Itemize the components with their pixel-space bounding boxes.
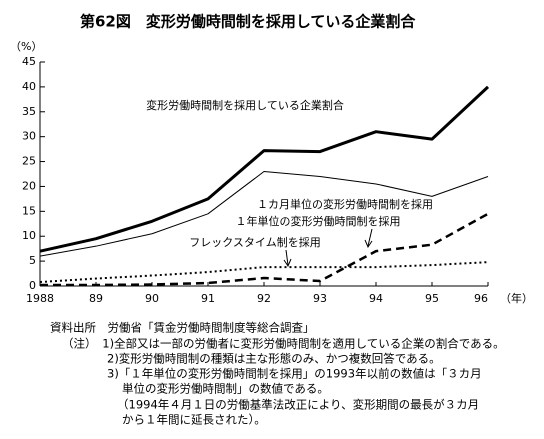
note: 単位の変形労働時間制」の数値である。 [122, 382, 329, 396]
note: 3)「１年単位の変形労働時間制を採用」の1993年以前の数値は「３カ月 [107, 367, 482, 381]
y-tick-label: 5 [29, 254, 36, 267]
x-tick-label: 92 [257, 292, 271, 305]
arrow [367, 228, 373, 247]
series-label: １カ月単位の変形労働時間制を採用 [257, 197, 433, 211]
series-line [39, 85, 490, 253]
x-unit: （年） [500, 291, 533, 305]
x-tick-label: 95 [425, 292, 439, 305]
y-tick-label: 45 [22, 55, 36, 68]
x-tick-label: 91 [201, 292, 215, 305]
note: 資料出所 労働省「賃金労働時間制度等総合調査」 [50, 321, 315, 335]
note: （注） 1)全部又は一部の労働者に変形労働時間制を適用している企業の割合である。 [62, 337, 505, 351]
x-tick-label: 96 [474, 292, 488, 305]
y-tick-label: 35 [22, 105, 36, 118]
x-tick-label: 94 [369, 292, 383, 305]
series-line [40, 212, 489, 287]
note: （1994年４月１日の労働基準法改正により、変形期間の最長が３カ月 [117, 398, 479, 412]
note: から１年間に延長された）。 [122, 413, 266, 427]
x-tick-label: 90 [145, 292, 159, 305]
arrow [285, 249, 289, 266]
y-tick-label: 40 [22, 80, 36, 93]
y-tick-label: 0 [29, 279, 36, 292]
y-tick-label: 20 [22, 179, 36, 192]
y-tick-label: 30 [22, 130, 36, 143]
y-tick-label: 10 [22, 229, 36, 242]
series-label: フレックスタイム制を採用 [189, 235, 320, 249]
y-unit: （%） [10, 40, 42, 53]
chart-title: 第62図 変形労働時間制を採用している企業割合 [80, 13, 416, 31]
series-label: １年単位の変形労働時間制を採用 [236, 214, 401, 228]
series-line [39, 171, 489, 257]
x-tick-label: 89 [89, 292, 103, 305]
series-label: 変形労働時間制を採用している企業割合 [146, 98, 344, 112]
y-tick-label: 15 [22, 204, 36, 217]
arrow-head [364, 239, 373, 249]
note: 2)変形労働時間制の種類は主な形態のみ、かつ複数回答である。 [107, 352, 441, 366]
x-tick-label: 1988 [26, 292, 54, 305]
x-tick-label: 93 [313, 292, 327, 305]
y-tick-label: 25 [22, 155, 36, 168]
arrow-head [283, 258, 292, 268]
